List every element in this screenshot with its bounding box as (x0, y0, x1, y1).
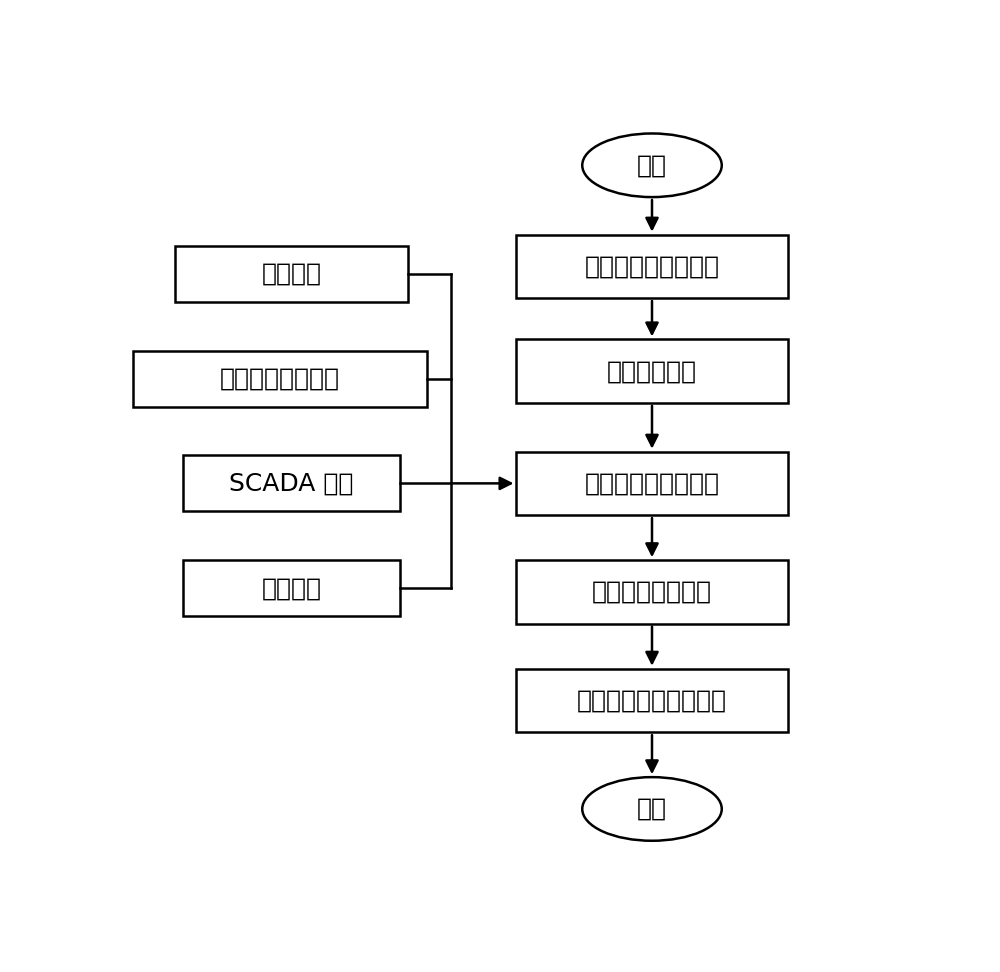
Bar (516, 339, 788, 403)
Bar (175, 246, 408, 302)
Bar (516, 560, 788, 624)
Text: 开始: 开始 (637, 154, 667, 177)
Bar (516, 452, 788, 515)
Text: 风况预判: 风况预判 (262, 576, 322, 600)
Text: 预判机组故障原因: 预判机组故障原因 (592, 580, 712, 604)
Ellipse shape (582, 133, 722, 197)
Bar (183, 455, 400, 511)
Text: 振动噪声位移采集: 振动噪声位移采集 (220, 366, 340, 391)
Text: 结束: 结束 (637, 797, 667, 821)
Bar (183, 560, 400, 616)
Text: 多发故障优化电控系统: 多发故障优化电控系统 (577, 688, 727, 712)
Bar (516, 669, 788, 732)
Bar (133, 351, 427, 406)
Text: 处理分析数据: 处理分析数据 (607, 359, 697, 383)
Text: 检测到机组异常信息: 检测到机组异常信息 (584, 255, 720, 278)
Text: 机组运行状况数据库: 机组运行状况数据库 (584, 471, 720, 496)
Text: 载荷谱测: 载荷谱测 (262, 261, 322, 286)
Ellipse shape (582, 778, 722, 841)
Text: SCADA 监控: SCADA 监控 (229, 471, 354, 496)
Bar (516, 234, 788, 298)
